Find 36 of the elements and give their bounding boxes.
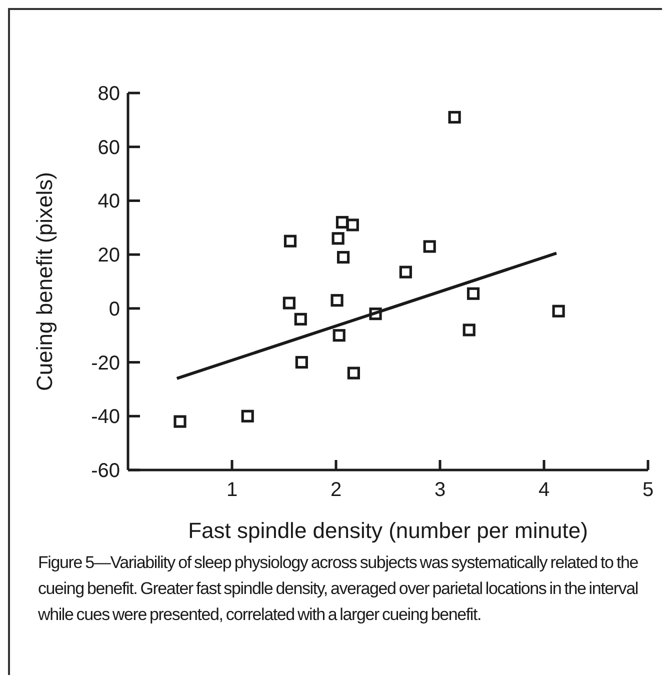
y-axis-title: Cueing benefit (pixels) xyxy=(32,172,57,391)
point xyxy=(369,308,382,320)
x-tick-label: 4 xyxy=(538,479,550,501)
x-axis-title: Fast spindle density (number per minute) xyxy=(188,518,588,543)
x-tick-label: 3 xyxy=(434,479,446,501)
point xyxy=(336,216,349,229)
point xyxy=(466,287,480,300)
point xyxy=(332,232,344,245)
point xyxy=(330,294,344,307)
point xyxy=(295,356,308,369)
point xyxy=(336,250,350,264)
point xyxy=(174,415,186,428)
x-tick-label: 5 xyxy=(642,479,654,501)
y-tick-label: -60 xyxy=(91,460,120,482)
point xyxy=(462,324,476,336)
point xyxy=(399,266,412,278)
caption: Figure 5—Variability of sleep physiology across subjects was systematically related to the cueing benefit. Greater fast spindle density, averaged over parietal locations in the interval while cues were presented, correlated with a larger cueing benefit. xyxy=(38,552,638,626)
x-tick-label: 1 xyxy=(226,479,238,501)
point xyxy=(284,234,297,248)
point xyxy=(552,304,565,318)
point xyxy=(347,366,360,380)
point xyxy=(282,296,296,310)
x-tick-label: 2 xyxy=(330,479,342,501)
point xyxy=(346,218,359,232)
y-tick-label: 20 xyxy=(98,244,120,267)
y-tick-label: -20 xyxy=(91,352,120,374)
y-tick-label: 0 xyxy=(108,298,120,320)
point xyxy=(448,110,461,124)
point xyxy=(294,312,307,326)
point xyxy=(241,410,254,422)
y-tick-label: 40 xyxy=(98,190,120,213)
y-tick-label: 80 xyxy=(98,83,120,105)
y-tick-label: -40 xyxy=(91,406,120,428)
point xyxy=(332,329,346,342)
y-tick-label: 60 xyxy=(98,136,120,159)
point xyxy=(423,240,436,253)
